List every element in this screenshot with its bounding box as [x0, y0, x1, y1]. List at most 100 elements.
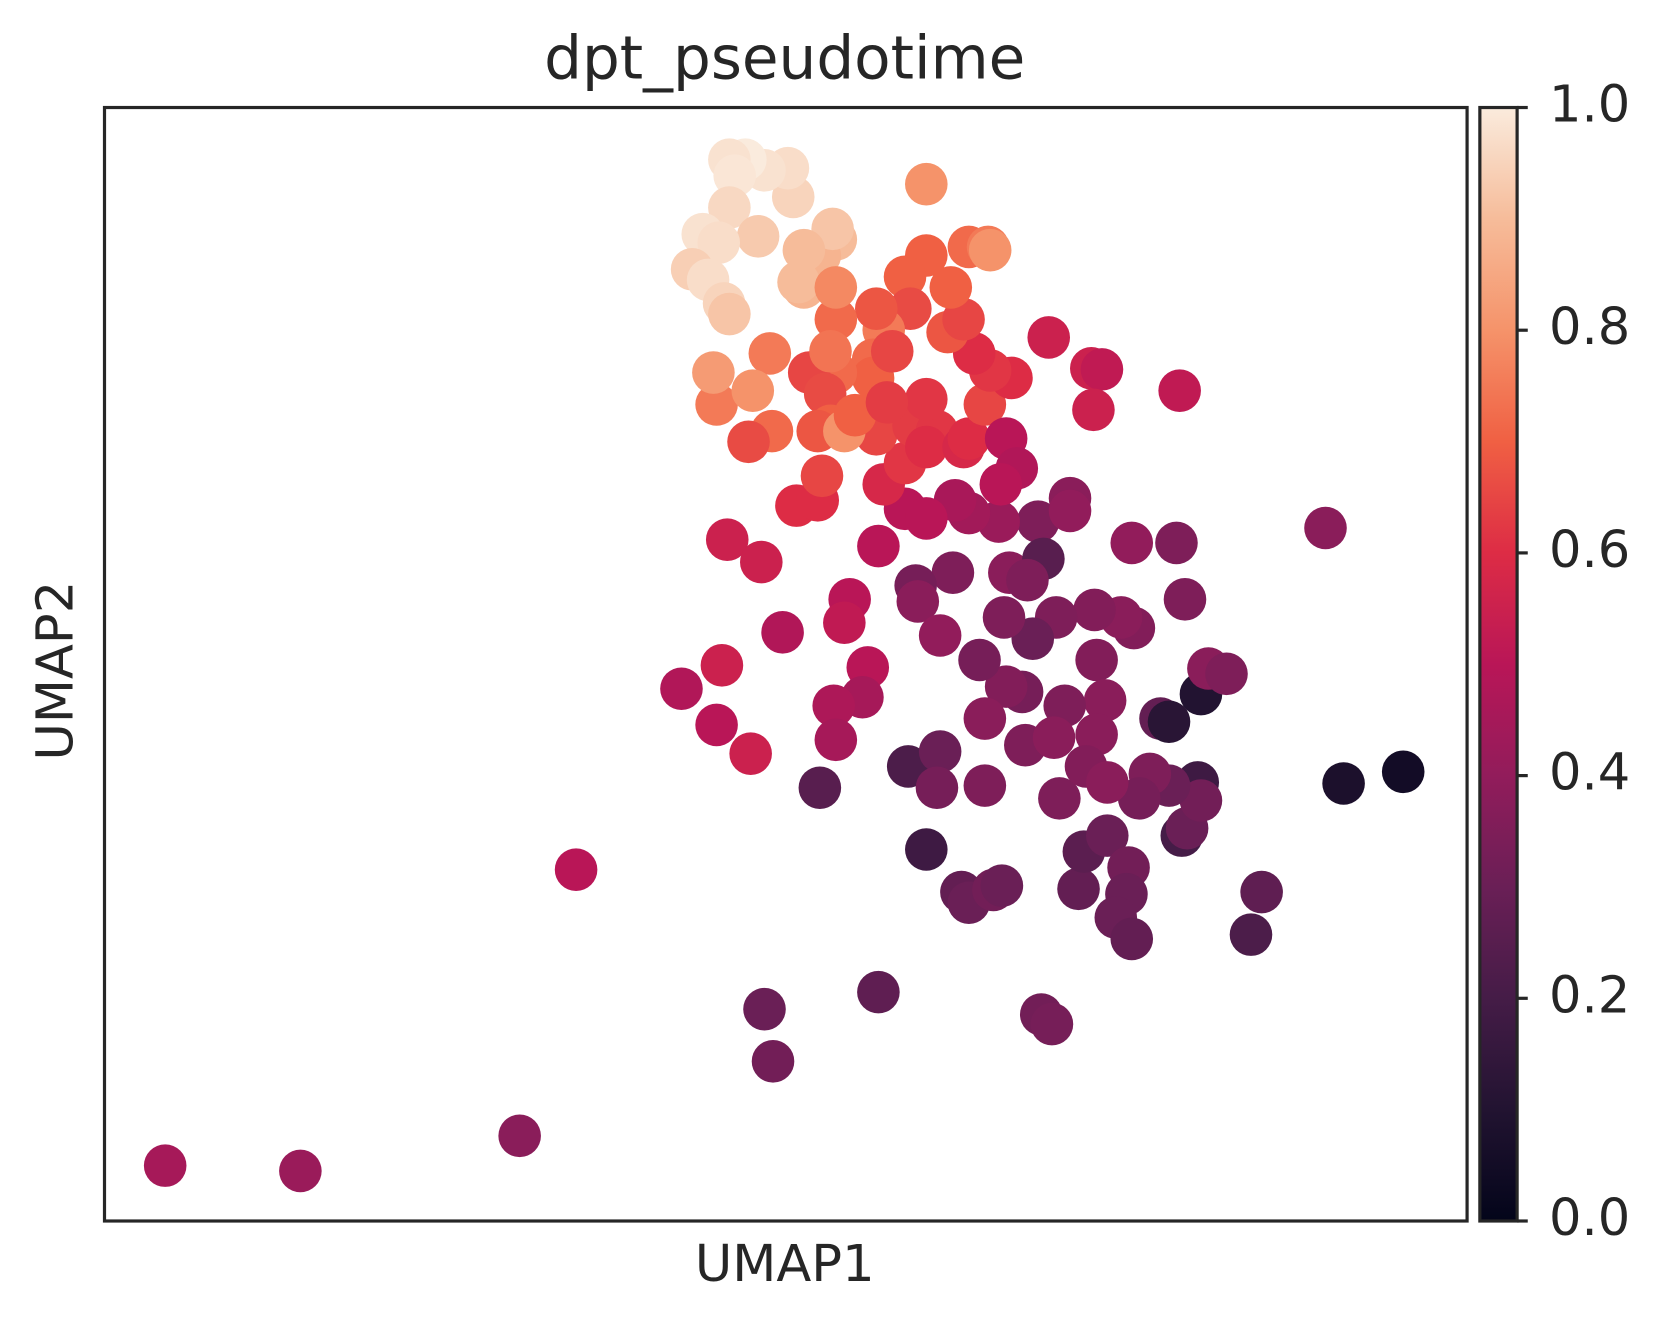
point — [695, 383, 738, 426]
point — [798, 766, 842, 810]
colorbar-tick-label: 0.0 — [1549, 1189, 1630, 1248]
point — [814, 298, 858, 341]
colorbar — [1478, 105, 1519, 1223]
point — [1075, 638, 1118, 682]
point — [751, 1040, 795, 1083]
point — [700, 644, 744, 687]
point — [1030, 1002, 1074, 1046]
point — [1155, 521, 1198, 565]
point — [1158, 369, 1201, 412]
point — [1179, 779, 1223, 822]
point — [1032, 716, 1076, 759]
point — [1117, 777, 1161, 820]
colorbar-tick-label: 0.8 — [1549, 298, 1630, 357]
point — [1229, 913, 1273, 956]
point — [931, 551, 975, 594]
point — [1048, 489, 1092, 533]
point — [554, 848, 598, 891]
point — [1110, 917, 1154, 961]
plot-frame — [102, 105, 1469, 1223]
point — [915, 766, 959, 810]
point — [857, 970, 900, 1014]
point — [761, 611, 804, 654]
colorbar-tick-label: 0.2 — [1549, 966, 1630, 1025]
point — [1057, 867, 1100, 911]
point — [1147, 700, 1191, 744]
point — [743, 987, 786, 1031]
point — [1027, 316, 1071, 359]
point — [1083, 679, 1127, 722]
point — [1205, 652, 1248, 696]
point — [980, 864, 1024, 907]
point — [854, 287, 898, 330]
point — [1322, 762, 1365, 805]
point — [695, 703, 738, 747]
point — [1381, 750, 1425, 794]
point — [982, 596, 1026, 639]
x-axis-label: UMAP1 — [695, 1235, 875, 1294]
point — [963, 697, 1007, 740]
y-axis-label: UMAP2 — [27, 581, 86, 761]
point — [1085, 761, 1129, 804]
point — [963, 764, 1007, 807]
point — [1085, 814, 1129, 857]
point — [800, 454, 844, 498]
point — [1240, 870, 1283, 914]
point — [929, 266, 973, 309]
chart-title: dpt_pseudotime — [544, 24, 1025, 93]
point — [692, 351, 735, 394]
point — [918, 730, 962, 773]
point — [803, 372, 847, 416]
point — [708, 186, 751, 229]
point — [729, 732, 772, 775]
point — [958, 638, 1001, 682]
point — [736, 215, 780, 258]
point — [740, 540, 783, 584]
point — [727, 420, 770, 464]
point — [1110, 521, 1154, 565]
point — [905, 425, 948, 469]
point — [979, 463, 1023, 506]
point — [809, 330, 852, 373]
point — [1080, 348, 1124, 391]
point — [814, 718, 858, 762]
point — [823, 601, 866, 645]
point — [865, 381, 909, 424]
point — [984, 665, 1028, 708]
point — [812, 684, 855, 728]
point — [833, 393, 877, 437]
point — [777, 260, 820, 304]
point — [279, 1149, 322, 1193]
point — [968, 228, 1012, 272]
point — [870, 330, 914, 373]
point — [1073, 588, 1116, 632]
point — [1038, 777, 1081, 820]
point — [963, 383, 1007, 426]
point — [905, 497, 948, 540]
colorbar-tick-label: 0.4 — [1549, 744, 1630, 803]
point — [748, 332, 792, 375]
point — [782, 228, 826, 272]
point — [905, 162, 948, 206]
point — [947, 417, 991, 460]
point — [705, 518, 749, 561]
point — [708, 292, 751, 336]
colorbar-tick-label: 0.6 — [1549, 521, 1630, 580]
point — [942, 298, 985, 341]
point — [731, 369, 775, 412]
point — [498, 1114, 541, 1158]
point — [143, 1144, 187, 1187]
point — [697, 221, 741, 264]
point — [905, 828, 948, 871]
point — [857, 524, 900, 568]
point — [1163, 578, 1207, 621]
point — [1072, 388, 1115, 432]
point — [1006, 558, 1049, 602]
point — [896, 580, 940, 623]
point — [883, 255, 927, 299]
point — [814, 266, 858, 309]
colorbar-tick-label: 1.0 — [1549, 76, 1630, 135]
point — [905, 377, 948, 421]
